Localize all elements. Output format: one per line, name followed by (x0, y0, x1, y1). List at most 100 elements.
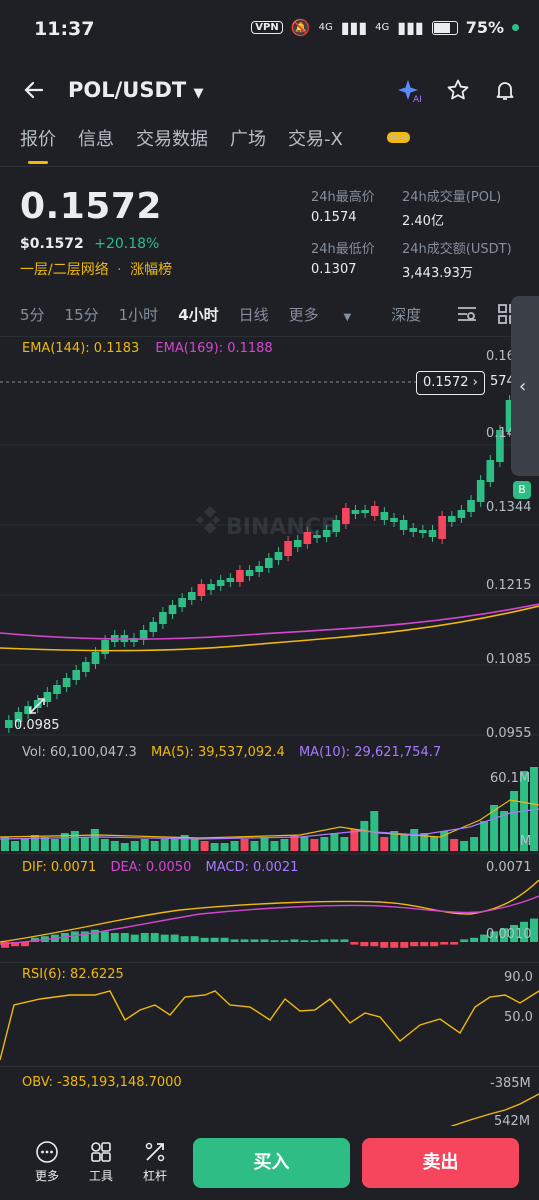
candle-body (178, 598, 186, 607)
volume-bar (230, 841, 239, 851)
star-icon[interactable] (446, 78, 470, 106)
tf-depth[interactable]: 深度 (391, 306, 422, 324)
tools-icon (91, 1142, 111, 1162)
ai-sparkle-icon[interactable]: AI (397, 78, 425, 108)
macd-bar (440, 942, 449, 945)
leverage-button[interactable]: 杠杆 (135, 1140, 175, 1184)
candle-body (361, 510, 369, 513)
candle-body (284, 541, 292, 556)
more-button[interactable]: 更多 (27, 1140, 67, 1184)
privacy-dot-icon (512, 24, 519, 31)
tf-5m[interactable]: 5分 (20, 306, 45, 324)
tf-more[interactable]: 更多 ▼ (289, 304, 372, 325)
volume-bar (260, 837, 269, 851)
tab-trade-x[interactable]: 交易-X New (288, 125, 411, 151)
candle-body (24, 706, 32, 714)
bell-icon[interactable] (493, 78, 517, 106)
tf-15m[interactable]: 15分 (64, 306, 99, 324)
volume-bar (150, 841, 159, 851)
macd-bar (130, 934, 139, 942)
pair-selector[interactable]: POL/USDT ▼ (68, 78, 204, 102)
macd-bar (530, 918, 538, 942)
candle-body (390, 518, 398, 522)
price-chart[interactable]: BINANCE (0, 340, 539, 750)
volume-bar (460, 841, 469, 851)
binance-watermark: BINANCE (196, 506, 336, 540)
candle-body (226, 578, 235, 582)
stat-volume-label: 24h成交量(POL) (402, 190, 502, 205)
obv-chart[interactable] (0, 1090, 539, 1130)
tf-4h[interactable]: 4小时 (178, 306, 219, 324)
candle-body (53, 685, 61, 694)
macd-bar (160, 934, 169, 942)
tab-square[interactable]: 广场 (230, 129, 266, 150)
candle-body (33, 700, 42, 708)
macd-bar (290, 939, 299, 942)
volume-bar (80, 837, 89, 851)
candle-body (447, 516, 456, 522)
volume-bar (340, 837, 349, 851)
volume-bar (100, 839, 109, 851)
buy-button[interactable]: 买入 (193, 1138, 350, 1188)
macd-bar (100, 931, 109, 942)
macd-bar (110, 933, 119, 942)
chart-settings-icon[interactable] (456, 304, 478, 328)
tools-button[interactable]: 工具 (81, 1140, 121, 1184)
volume-bar (30, 835, 39, 851)
macd-bar (20, 942, 29, 947)
volume-bar (180, 835, 189, 851)
tab-quote-label: 报价 (20, 129, 56, 150)
volume-bar (410, 829, 419, 851)
obv-legend: OBV: -385,193,148.7000 (22, 1075, 182, 1090)
rsi-axis-mid: 50.0 (504, 1010, 533, 1025)
volume-bar (390, 831, 399, 851)
volume-bar (20, 839, 29, 851)
macd-bar (260, 939, 269, 942)
volume-bar (370, 811, 379, 851)
volume-bar (510, 791, 519, 851)
last-price-tag[interactable]: 0.1572 › (416, 371, 485, 395)
macd-dif: DIF: 0.0071 (22, 860, 97, 875)
macd-bar (30, 937, 39, 942)
signal-4g-icon-2: 4G (375, 22, 390, 33)
buy-marker[interactable]: B (513, 481, 531, 499)
tf-1h[interactable]: 1小时 (118, 306, 159, 324)
side-drawer-handle[interactable]: ‹ (511, 296, 539, 476)
candle-body (505, 400, 514, 432)
candle-body (370, 506, 379, 516)
volume-chart[interactable] (0, 765, 539, 853)
candle-body (82, 662, 90, 672)
tag-layer[interactable]: 一层/二层网络 (20, 262, 109, 278)
tab-trade-data[interactable]: 交易数据 (136, 129, 208, 150)
leverage-label: 杠杆 (142, 1169, 167, 1183)
tab-underline (28, 161, 48, 164)
tab-quote[interactable]: 报价 (20, 125, 56, 164)
candle-body (72, 670, 81, 680)
axis-label-3: 0.1215 (486, 578, 532, 593)
volume-axis-top: 60.1M (490, 771, 531, 786)
tag-gainers[interactable]: 涨幅榜 (130, 262, 173, 278)
candle-body (486, 460, 495, 482)
tab-info[interactable]: 信息 (78, 129, 114, 150)
axis-label-1: 0.14 (486, 426, 515, 441)
candle-body (62, 678, 71, 687)
rsi-line (0, 990, 539, 1061)
candle-body (236, 570, 244, 582)
macd-bar (200, 937, 209, 942)
usd-price: $0.1572 (20, 236, 84, 252)
mute-icon: 🔕 (290, 18, 311, 37)
stat-low: 24h最低价 0.1307 (311, 238, 375, 277)
tf-1d[interactable]: 日线 (238, 306, 269, 324)
macd-bar (150, 933, 159, 942)
macd-bar (250, 939, 259, 942)
sell-button[interactable]: 卖出 (362, 1138, 519, 1188)
macd-bar (190, 936, 199, 942)
leverage-icon (145, 1142, 165, 1162)
macd-chart[interactable] (0, 880, 539, 960)
expand-icon[interactable] (28, 697, 46, 719)
rsi-chart[interactable] (0, 985, 539, 1065)
back-arrow-icon[interactable] (22, 78, 46, 106)
candle-body (43, 692, 52, 702)
macd-bar (360, 942, 369, 947)
candle-body (14, 712, 23, 722)
